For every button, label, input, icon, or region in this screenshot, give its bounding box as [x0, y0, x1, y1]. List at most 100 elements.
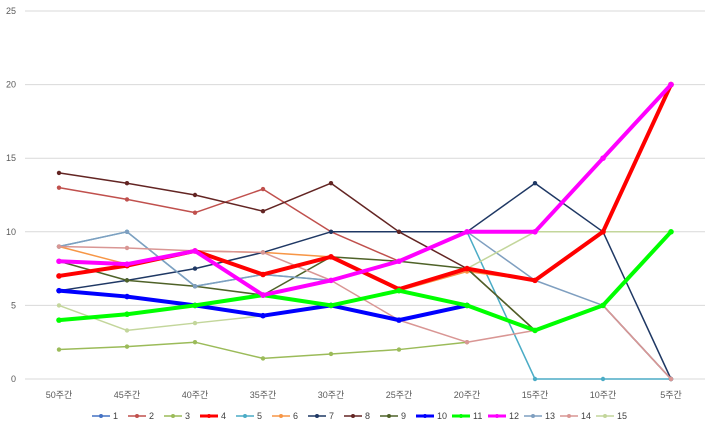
x-tick-label: 35주간: [250, 390, 277, 400]
data-point: [192, 266, 198, 271]
data-point: [56, 273, 62, 279]
data-point: [124, 229, 130, 234]
series-line: [57, 82, 673, 298]
data-point: [464, 340, 470, 345]
data-point: [600, 229, 606, 235]
legend-marker: [495, 414, 499, 418]
data-point: [124, 293, 130, 300]
data-point: [56, 303, 62, 308]
legend-marker: [567, 414, 571, 418]
data-point: [56, 258, 62, 265]
series-line: [58, 341, 468, 360]
data-point: [396, 229, 402, 234]
legend-marker: [315, 414, 319, 418]
data-point: [396, 258, 402, 265]
legend-marker: [603, 414, 607, 418]
legend-marker: [135, 414, 139, 418]
legend-label: 1: [113, 411, 118, 421]
legend-marker: [207, 414, 211, 418]
data-point: [600, 376, 606, 382]
data-point: [260, 208, 266, 214]
data-point: [600, 302, 606, 309]
legend-label: 6: [293, 411, 298, 421]
legend-marker: [531, 414, 535, 418]
data-point: [600, 155, 606, 161]
legend-marker: [279, 414, 283, 418]
x-tick-label: 15주간: [522, 390, 549, 400]
data-point: [56, 317, 62, 323]
legend-label: 2: [149, 411, 154, 421]
data-point: [532, 277, 538, 284]
data-point: [328, 277, 334, 284]
y-tick-label: 20: [6, 80, 16, 90]
data-point: [464, 302, 470, 309]
data-point: [328, 302, 334, 309]
data-point: [668, 81, 674, 88]
data-point: [124, 278, 130, 283]
data-point: [668, 229, 674, 235]
legend-marker: [243, 414, 247, 418]
y-tick-label: 25: [6, 6, 16, 16]
data-point: [532, 229, 538, 235]
data-point: [192, 192, 198, 198]
legend-marker: [459, 414, 463, 418]
data-point: [56, 347, 62, 352]
series-12: [56, 81, 674, 298]
data-point: [56, 185, 62, 190]
data-point: [532, 376, 538, 382]
data-point: [328, 181, 334, 186]
x-tick-label: 30주간: [318, 390, 345, 400]
legend-label: 8: [365, 411, 370, 421]
legend-label: 10: [437, 411, 447, 421]
series-15: [56, 229, 674, 333]
data-point: [260, 292, 266, 298]
x-tick-label: 10주간: [590, 390, 617, 400]
data-point: [192, 284, 198, 289]
x-tick-label: 20주간: [454, 390, 481, 400]
x-tick-label: 45주간: [114, 390, 141, 400]
data-point: [532, 181, 538, 186]
data-point: [124, 181, 130, 186]
series-line: [57, 229, 673, 333]
y-tick-label: 15: [6, 153, 16, 163]
x-tick-label: 40주간: [182, 390, 209, 400]
legend: 1 2 3 4 5 6 7 8 9 10 11 12 13 14 15: [92, 411, 627, 421]
data-point: [192, 302, 198, 309]
data-point: [124, 261, 130, 267]
legend-label: 13: [545, 411, 555, 421]
data-point: [260, 356, 266, 361]
x-tick-label: 50주간: [46, 390, 73, 400]
legend-marker: [351, 414, 355, 418]
data-point: [56, 170, 62, 176]
data-point: [192, 320, 198, 326]
series-line: [58, 186, 468, 262]
data-point: [328, 351, 334, 357]
data-point: [260, 312, 266, 319]
series-line: [58, 182, 672, 380]
data-point: [328, 254, 334, 260]
legend-marker: [171, 414, 175, 418]
legend-marker: [423, 414, 427, 418]
data-point: [192, 248, 198, 254]
legend-label: 5: [257, 411, 262, 421]
legend-label: 4: [221, 411, 226, 421]
data-point: [192, 340, 198, 345]
legend-label: 15: [617, 411, 627, 421]
data-point: [56, 244, 62, 249]
data-point: [124, 328, 130, 333]
data-point: [328, 229, 334, 234]
data-point: [464, 229, 470, 235]
data-point: [532, 327, 538, 334]
y-tick-label: 5: [11, 300, 16, 310]
y-tick-label: 10: [6, 227, 16, 237]
legend-label: 3: [185, 411, 190, 421]
data-point: [192, 210, 198, 215]
legend-marker: [387, 414, 391, 418]
legend-marker: [99, 414, 103, 418]
series-3: [56, 340, 470, 361]
legend-label: 14: [581, 411, 591, 421]
data-point: [260, 271, 266, 278]
legend-label: 9: [401, 411, 406, 421]
